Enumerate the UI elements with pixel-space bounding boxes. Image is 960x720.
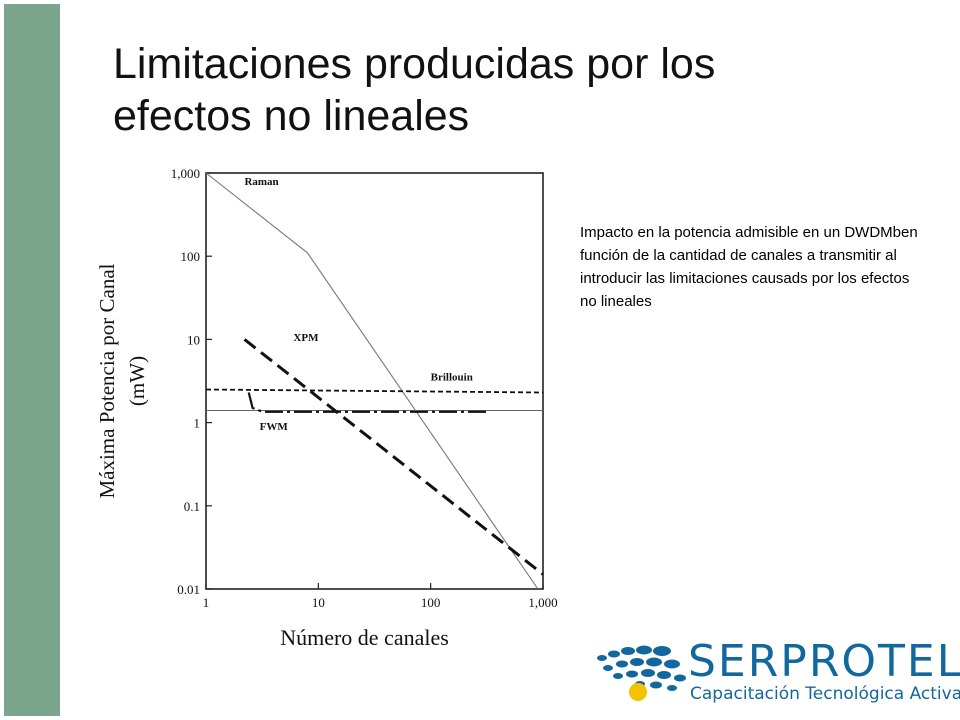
y-axis-title-group: Máxima Potencia por Canal (mW) <box>95 263 149 498</box>
series-line-fwm <box>247 392 489 413</box>
logo-wordmark: SERPROTEL <box>688 636 960 687</box>
title-line-1: Limitaciones producidas por los <box>113 40 716 88</box>
plot-frame <box>205 172 544 590</box>
x-tick-label: 100 <box>421 595 441 610</box>
y-tick-label: 10 <box>187 332 200 347</box>
serprotel-logo: SERPROTEL Capacitación Tecnológica Activ… <box>592 636 960 712</box>
series-label-fwm: FWM <box>260 421 289 433</box>
x-tick-label: 1 <box>203 595 210 610</box>
series-line-brillouin <box>205 388 544 394</box>
slide-title: Limitaciones producidas por los efectos … <box>113 38 873 142</box>
title-line-2: efectos no lineales <box>113 92 470 140</box>
logo-dots-icon <box>597 645 686 701</box>
side-accent-bar <box>4 4 60 716</box>
y-axis-unit: (mW) <box>125 356 149 406</box>
logo-tagline: Capacitación Tecnológica Activa <box>690 684 960 704</box>
x-axis-title: Número de canales <box>280 625 449 650</box>
series-line-raman <box>205 172 539 590</box>
series-label-brillouin: Brillouin <box>431 372 473 384</box>
y-tick-label: 1,000 <box>171 166 200 181</box>
y-tick-label: 0.01 <box>177 582 200 597</box>
series-line-xpm <box>243 338 544 576</box>
y-axis-title: Máxima Potencia por Canal <box>95 263 119 498</box>
series-label-xpm: XPM <box>293 332 319 344</box>
x-tick-label: 1,000 <box>528 595 557 610</box>
x-tick-label: 10 <box>312 595 325 610</box>
y-tick-label: 100 <box>181 249 201 264</box>
chart-caption: Impacto en la potencia admisible en un D… <box>580 224 918 310</box>
y-tick-label: 1 <box>194 416 201 431</box>
series-label-raman: Raman <box>244 176 278 188</box>
y-tick-label: 0.1 <box>184 499 200 514</box>
